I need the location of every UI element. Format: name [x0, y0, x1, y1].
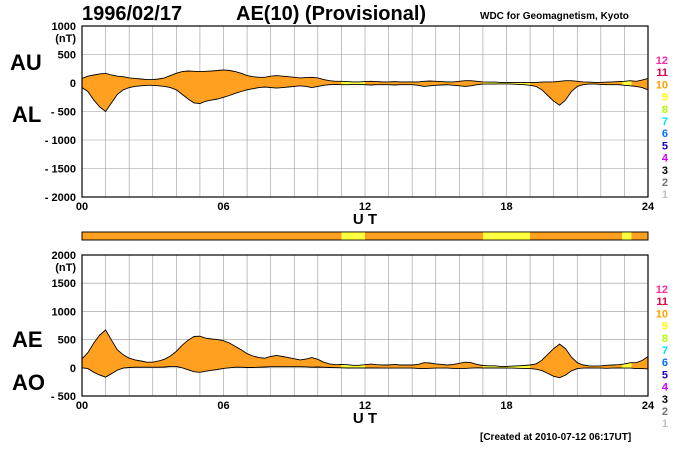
- created-timestamp: [Created at 2010-07-12 06:17UT]: [480, 432, 632, 443]
- ae-label: AE: [12, 327, 43, 352]
- aeao-xaxis-label: U T: [353, 410, 377, 427]
- aual-xtick-label: 12: [359, 201, 371, 213]
- plot-date: 1996/02/17: [82, 3, 183, 25]
- aeao-level-label: 1: [662, 418, 668, 430]
- aeao-level-label: 6: [662, 357, 668, 369]
- aual-level-label: 10: [656, 79, 668, 91]
- aeao-level-label: 7: [662, 345, 668, 357]
- aeao-ao-line: [81, 365, 649, 379]
- aeao-xtick-label: 18: [500, 400, 512, 412]
- attribution: WDC for Geomagnetism, Kyoto: [480, 11, 629, 22]
- aeao-level-label: 2: [662, 406, 668, 418]
- aeao-ytick-label: 500: [58, 335, 76, 347]
- aeao-xtick-label: 12: [359, 400, 371, 412]
- aeao-level-label: 5: [662, 369, 668, 381]
- aual-ytick-label: 1000: [52, 21, 76, 33]
- aual-plot-frame: [81, 25, 649, 198]
- aual-level-label: 6: [662, 128, 668, 140]
- aeao-level-label: 8: [662, 333, 668, 345]
- aeao-ytick-label: 0: [70, 363, 76, 375]
- aual-al-line: [81, 83, 649, 113]
- aeao-level-label: 4: [662, 382, 669, 394]
- plot-title: AE(10) (Provisional): [236, 3, 427, 25]
- aual-level-label: 7: [662, 116, 668, 128]
- aual-level-label: 12: [656, 55, 668, 67]
- aeao-ytick-label: 2000: [52, 250, 76, 262]
- aual-level-label: 4: [662, 153, 669, 165]
- aeao-ytick-label: 1000: [52, 306, 76, 318]
- aual-level-label: 11: [656, 67, 668, 79]
- aual-xtick-label: 24: [642, 201, 655, 213]
- aeao-level-label: 3: [662, 394, 668, 406]
- aual-level-label: 5: [662, 140, 668, 152]
- aeao-quality-band: [622, 330, 632, 378]
- aual-ytick-label: - 500: [51, 107, 76, 119]
- aeao-quality-band: [341, 330, 365, 378]
- aual-au-line: [81, 69, 649, 83]
- aeao-level-label: 12: [656, 284, 668, 296]
- al-label: AL: [12, 102, 42, 127]
- aual-ytick-label: - 1000: [45, 135, 76, 147]
- aual-level-label: 9: [662, 92, 668, 104]
- aeao-ytick-label: 1500: [52, 278, 76, 290]
- aual-ytick-label: 0: [70, 78, 76, 90]
- aeao-ytick-label: - 500: [51, 391, 76, 403]
- station-count-bar-frame: [81, 231, 649, 241]
- aeao-xtick-label: 06: [217, 400, 229, 412]
- aual-level-label: 8: [662, 104, 668, 116]
- station-count-bar-segment: [622, 232, 632, 240]
- aual-xtick-label: 18: [500, 201, 512, 213]
- aual-ytick-label: 500: [58, 50, 76, 62]
- ao-label: AO: [12, 370, 45, 395]
- aual-ytick-label: - 1500: [45, 164, 76, 176]
- aual-level-label: 1: [662, 189, 668, 201]
- aual-xaxis-label: U T: [353, 211, 377, 228]
- aeao-fill-area: [82, 330, 648, 378]
- aeao-xtick-label: 24: [642, 400, 655, 412]
- aual-unit-label: (nT): [55, 33, 76, 45]
- aual-level-label: 3: [662, 165, 668, 177]
- aeao-level-label: 10: [656, 308, 668, 320]
- aeao-unit-label: (nT): [55, 262, 76, 274]
- au-label: AU: [10, 50, 42, 75]
- aeao-plot-frame: [81, 254, 649, 397]
- aual-xtick-label: 06: [217, 201, 229, 213]
- aeao-xtick-label: 00: [76, 400, 88, 412]
- aeao-level-label: 9: [662, 321, 668, 333]
- aual-ytick-label: - 2000: [45, 192, 76, 204]
- aeao-level-label: 11: [656, 296, 668, 308]
- aual-level-label: 2: [662, 177, 668, 189]
- station-count-bar-segment: [341, 232, 365, 240]
- aeao-ae-line: [81, 329, 649, 367]
- aual-fill-area: [82, 69, 648, 112]
- aual-xtick-label: 00: [76, 201, 88, 213]
- station-count-bar-segment: [482, 232, 531, 240]
